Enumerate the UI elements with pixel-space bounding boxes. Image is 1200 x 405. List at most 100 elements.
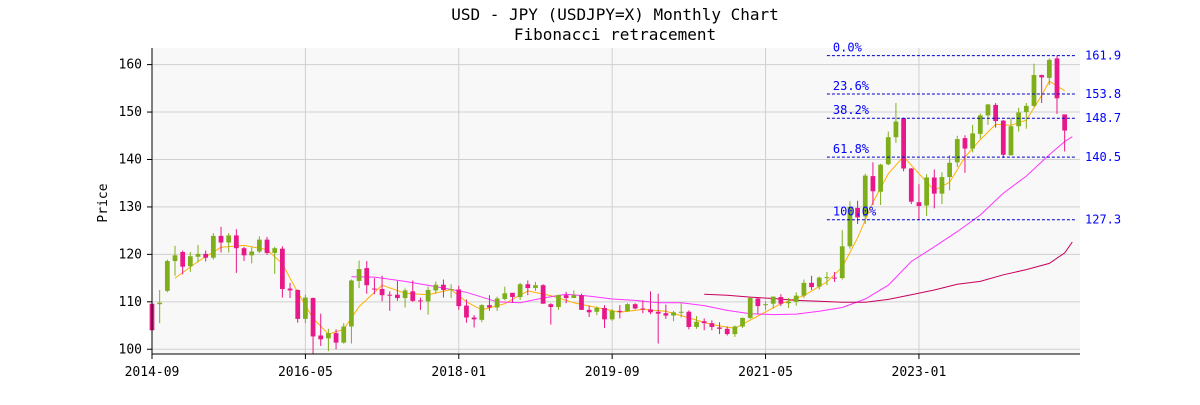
candle-body — [280, 248, 285, 290]
candle-body — [885, 137, 891, 165]
candle-body — [1000, 120, 1006, 155]
candle — [241, 246, 247, 262]
candle — [579, 293, 584, 310]
candle-body — [1016, 112, 1022, 127]
candle-body — [456, 289, 462, 307]
fib-level-label: 38.2% — [833, 103, 870, 117]
candle — [694, 316, 699, 329]
candle — [226, 233, 232, 253]
candle — [280, 246, 285, 298]
candle — [410, 280, 416, 302]
candle — [816, 276, 822, 290]
candle — [793, 292, 799, 306]
y-tick-label: 110 — [119, 295, 142, 310]
candle-body — [157, 302, 163, 305]
ma-long-line — [704, 241, 1073, 303]
candle-body — [847, 206, 853, 247]
candle — [709, 320, 715, 331]
candle-body — [839, 246, 845, 279]
candle-body — [770, 296, 776, 304]
candle — [839, 230, 845, 280]
candle — [264, 236, 270, 255]
candle-body — [1039, 75, 1045, 78]
candle — [233, 229, 239, 273]
candle — [801, 279, 807, 299]
candle-body — [694, 321, 699, 327]
candle-body — [164, 261, 170, 291]
candle — [425, 286, 431, 315]
candle-body — [318, 335, 324, 340]
candle — [479, 304, 485, 323]
candle-body — [1046, 59, 1052, 78]
candle — [678, 302, 684, 318]
candle-body — [763, 304, 768, 306]
candle-body — [172, 255, 178, 262]
candle — [1054, 55, 1060, 114]
candle-body — [433, 284, 439, 291]
candle-body — [272, 248, 278, 253]
candle-body — [931, 177, 937, 194]
candle — [655, 293, 661, 344]
candle — [387, 291, 393, 311]
candle — [379, 275, 385, 302]
candle — [916, 184, 922, 220]
candle-body — [648, 309, 653, 313]
fib-level-label: 61.8% — [833, 142, 870, 156]
candle-body — [1054, 58, 1060, 99]
candle-body — [663, 313, 669, 316]
candle-body — [410, 291, 416, 301]
candle — [563, 291, 569, 304]
x-tick-label: 2021-05 — [738, 365, 793, 380]
candle-body — [1062, 114, 1068, 131]
candle-body — [908, 168, 914, 202]
candle — [732, 325, 738, 337]
candle — [931, 169, 937, 209]
x-tick-label: 2016-05 — [278, 365, 333, 380]
candle — [326, 328, 331, 352]
candle — [786, 298, 791, 308]
candle-body — [540, 285, 546, 304]
candle-body — [724, 328, 730, 335]
candle-body — [395, 294, 400, 299]
fibonacci-levels: 0.0% 161.9 23.6% 153.8 38.2% 148.7 61.8% 140.5 1… — [826, 41, 1121, 227]
candle — [993, 103, 999, 128]
candle-body — [556, 295, 561, 308]
candle — [164, 259, 170, 293]
x-tick-label: 2014-09 — [125, 365, 180, 380]
candle-body — [525, 284, 531, 289]
candle-body — [287, 288, 293, 291]
ma-mid-line — [351, 136, 1073, 316]
fib-price-label: 140.5 — [1085, 150, 1121, 164]
candle — [210, 233, 216, 260]
y-tick-label: 130 — [119, 200, 142, 215]
candle-body — [1023, 105, 1029, 113]
candle-body — [640, 308, 646, 310]
candle — [487, 295, 492, 311]
candle — [625, 303, 630, 312]
candle-body — [226, 235, 232, 243]
candle-body — [970, 133, 976, 149]
candle-body — [609, 310, 615, 320]
candle — [962, 135, 968, 173]
candle-body — [256, 239, 262, 252]
candle — [954, 135, 960, 168]
candle-body — [809, 282, 814, 288]
candle — [648, 291, 653, 315]
candle-body — [479, 305, 485, 320]
candle-body — [341, 326, 347, 343]
candle-body — [939, 177, 945, 194]
plot-area — [152, 48, 1080, 354]
candle — [1000, 120, 1006, 159]
candle — [724, 326, 730, 336]
candle — [878, 163, 883, 206]
candle-body — [295, 289, 301, 319]
candle — [977, 113, 983, 139]
candle-body — [1008, 126, 1014, 156]
candle-body — [916, 202, 922, 206]
candle — [824, 271, 830, 286]
candle-body — [333, 333, 339, 343]
candle-body — [241, 248, 247, 256]
candle-body — [632, 304, 638, 309]
candle — [318, 313, 324, 346]
y-tick-label: 100 — [119, 342, 142, 357]
